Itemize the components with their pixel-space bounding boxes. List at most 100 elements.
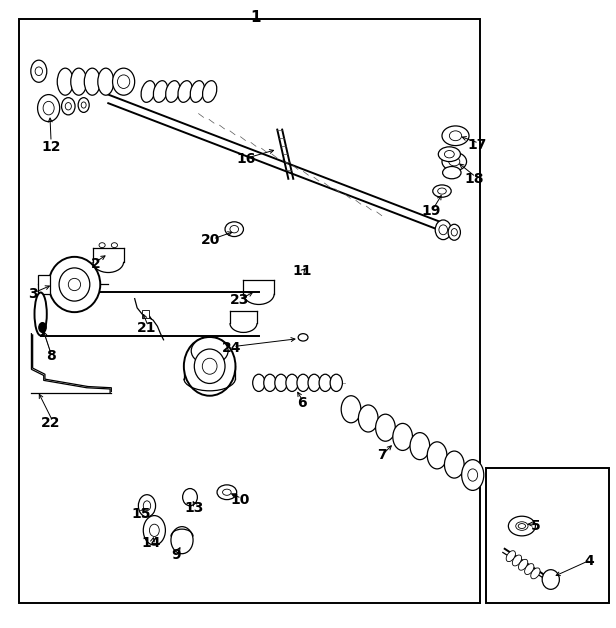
Ellipse shape [57,68,73,95]
Ellipse shape [286,374,298,391]
Text: 16: 16 [237,152,256,166]
Ellipse shape [84,68,100,95]
Ellipse shape [436,220,451,240]
Text: 22: 22 [41,416,61,430]
Ellipse shape [81,102,86,108]
Ellipse shape [428,442,447,469]
Ellipse shape [433,185,451,197]
Ellipse shape [65,102,71,110]
Ellipse shape [225,222,243,237]
Ellipse shape [319,374,331,391]
Ellipse shape [341,396,361,423]
Ellipse shape [59,268,90,301]
Text: 11: 11 [292,264,312,278]
Text: 1: 1 [251,10,261,25]
Ellipse shape [139,495,156,517]
Ellipse shape [376,414,395,441]
Ellipse shape [113,68,135,95]
Bar [486,468,609,603]
Ellipse shape [34,293,47,335]
Ellipse shape [98,68,114,95]
Ellipse shape [222,489,231,495]
Text: 20: 20 [201,233,221,247]
Text: 2: 2 [91,257,101,271]
Ellipse shape [438,188,446,194]
Ellipse shape [178,80,192,102]
Bar [142,310,150,318]
Ellipse shape [39,323,46,332]
Ellipse shape [68,278,81,291]
Text: 7: 7 [377,448,387,462]
Ellipse shape [444,451,464,478]
Text: 21: 21 [137,320,156,335]
Ellipse shape [35,67,43,75]
Text: 3: 3 [28,288,38,301]
Text: 18: 18 [464,172,484,186]
Ellipse shape [49,257,100,312]
Ellipse shape [359,405,378,432]
Text: 8: 8 [46,349,56,363]
Ellipse shape [71,68,87,95]
Ellipse shape [442,153,466,171]
Ellipse shape [194,349,225,384]
Ellipse shape [111,242,118,247]
Text: 15: 15 [131,507,150,521]
Ellipse shape [31,60,47,82]
Ellipse shape [449,131,461,141]
Ellipse shape [264,374,276,391]
Ellipse shape [275,374,287,391]
Ellipse shape [182,489,197,506]
Text: 13: 13 [185,501,204,514]
Ellipse shape [38,95,60,122]
Ellipse shape [191,337,228,364]
Ellipse shape [99,242,105,247]
Text: 19: 19 [421,203,440,218]
Ellipse shape [62,98,75,115]
Ellipse shape [518,524,525,529]
Text: 14: 14 [142,536,161,550]
Ellipse shape [297,374,309,391]
Ellipse shape [166,80,180,102]
Ellipse shape [448,224,460,241]
Ellipse shape [393,423,413,450]
Ellipse shape [516,522,528,530]
Text: 5: 5 [530,519,540,533]
Text: 24: 24 [221,341,241,355]
Ellipse shape [118,75,130,89]
Ellipse shape [410,433,430,460]
Ellipse shape [519,560,528,570]
Ellipse shape [444,151,454,158]
Ellipse shape [150,524,160,536]
Text: 6: 6 [297,396,307,410]
Ellipse shape [202,358,217,374]
Ellipse shape [542,570,559,589]
Ellipse shape [298,333,308,341]
Ellipse shape [439,225,447,235]
Ellipse shape [513,555,522,566]
Ellipse shape [153,80,168,102]
Bar [38,275,50,294]
Text: 10: 10 [231,492,250,507]
Ellipse shape [442,126,469,146]
Ellipse shape [203,80,217,102]
Ellipse shape [144,501,151,511]
Ellipse shape [451,229,457,236]
Ellipse shape [443,166,461,179]
Ellipse shape [144,516,166,545]
Ellipse shape [184,337,235,396]
Ellipse shape [171,527,193,554]
Ellipse shape [508,516,535,536]
Text: 17: 17 [468,138,487,152]
Ellipse shape [448,157,460,166]
Ellipse shape [461,460,484,490]
Ellipse shape [330,374,342,391]
Ellipse shape [43,101,54,115]
Text: 12: 12 [41,140,61,154]
Text: 9: 9 [171,548,180,562]
Ellipse shape [78,98,89,112]
Text: 23: 23 [230,293,249,308]
Ellipse shape [506,551,516,561]
Ellipse shape [531,568,540,579]
Ellipse shape [230,225,238,233]
Ellipse shape [253,374,265,391]
